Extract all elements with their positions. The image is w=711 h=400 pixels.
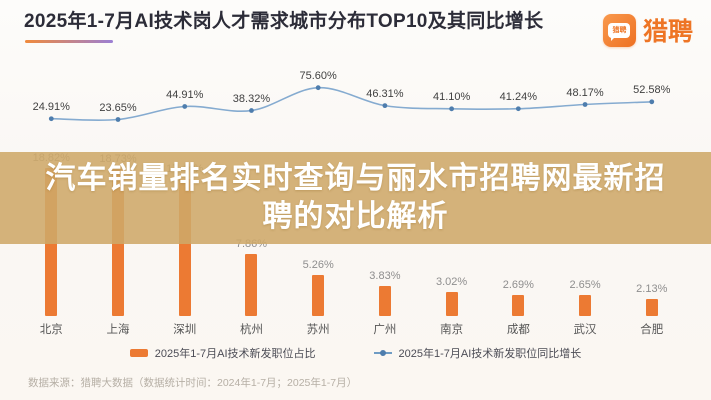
chart-legend: 2025年1-7月AI技术新发职位占比 2025年1-7月AI技术新发职位同比增… [0,345,711,361]
bar-value-label: 2.65% [569,279,601,292]
city-label: 武汉 [573,324,597,336]
line-point [649,99,655,105]
legend-item-bar-share: 2025年1-7月AI技术新发职位占比 [129,345,316,361]
legend-label-bar-share: 2025年1-7月AI技术新发职位占比 [154,348,316,360]
city-label: 成都 [506,324,530,336]
overlay-headline-line1: 汽车销量排名实时查询与丽水市招聘网最新招 [45,161,666,195]
bar-value-label: 3.83% [369,269,401,282]
line-point [182,104,188,109]
line-point [582,102,588,107]
chat-bubble-shape: 猎聘 [608,22,631,41]
bar-广州 [378,285,391,316]
line-point [382,103,388,109]
chart-title: 2025年1-7月AI技术岗人才需求城市分布TOP10及其同比增长 [24,11,544,32]
bar-value-label: 3.02% [436,276,468,289]
legend-label-line-growth: 2025年1-7月AI技术新发职位同比增长 [398,348,582,360]
legend-item-line-growth: 2025年1-7月AI技术新发职位同比增长 [373,345,582,361]
line-point [115,117,121,122]
data-source-note: 数据来源：猎聘大数据（数据统计时间：2024年1-7月；2025年1-7月） [28,377,358,389]
line-point [48,116,54,122]
city-label: 上海 [106,324,130,336]
overlay-headline-band: 汽车销量排名实时查询与丽水市招聘网最新招 聘的对比解析 [0,152,711,244]
line-value-label: 48.17% [566,86,604,99]
growth-line-path [51,86,652,122]
overlay-headline-line2: 聘的对比解析 [262,200,449,233]
line-point [449,106,455,112]
bar-value-label: 5.26% [302,258,334,271]
line-swatch-icon [373,350,392,356]
city-label: 苏州 [306,324,330,336]
bar-value-label: 2.69% [502,278,534,291]
liepin-chat-bubble-icon: 猎聘 [602,13,636,47]
line-value-label: 41.24% [499,91,537,104]
title-accent-underline [25,40,113,43]
bar-成都 [512,294,525,316]
line-value-label: 46.31% [366,88,404,101]
city-label: 北京 [39,324,63,336]
city-label: 杭州 [239,324,263,336]
liepin-logo: 猎聘 猎聘 [602,12,693,48]
line-point [315,85,321,91]
line-value-label: 38.32% [232,93,271,106]
header: 2025年1-7月AI技术岗人才需求城市分布TOP10及其同比增长 猎聘 猎聘 [0,0,711,58]
city-label: 广州 [373,324,397,336]
liepin-wordmark: 猎聘 [642,18,693,46]
bar-南京 [445,292,458,316]
line-point [249,108,254,113]
bar-武汉 [579,295,592,316]
line-point [515,106,521,112]
line-value-label: 41.10% [432,91,471,104]
city-label: 深圳 [173,324,197,336]
city-label: 南京 [440,324,464,336]
logo-bubble-text: 猎聘 [612,27,627,34]
bar-value-label: 2.13% [636,283,668,296]
line-value-label: 52.58% [633,84,671,97]
bar-合肥 [645,299,658,316]
bar-swatch-icon [129,349,148,357]
line-value-label: 24.91% [32,101,70,114]
line-value-label: 75.60% [299,70,337,83]
line-value-label: 44.91% [166,88,204,101]
line-value-label: 23.65% [99,102,137,114]
city-label: 合肥 [640,324,664,336]
bar-苏州 [312,274,325,316]
bar-杭州 [245,254,258,316]
